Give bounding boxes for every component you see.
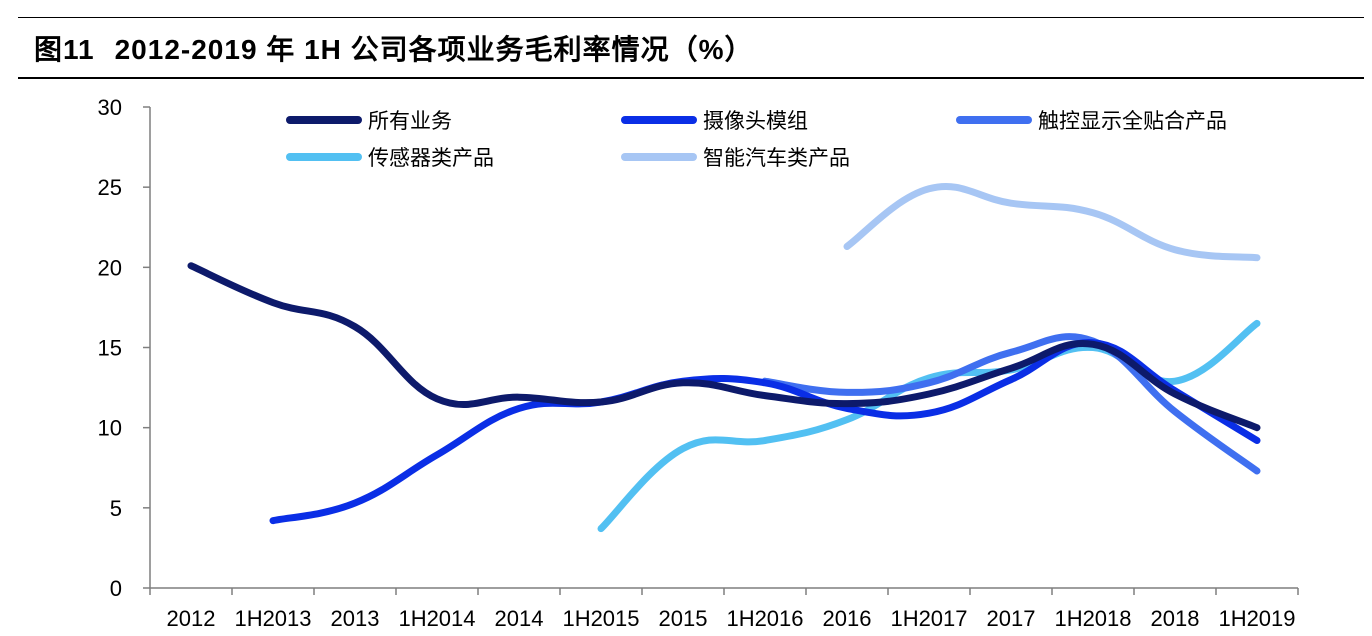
x-tick-label: 2012 — [167, 606, 216, 631]
legend-label: 智能汽车类产品 — [703, 146, 850, 170]
x-tick-label: 2016 — [823, 606, 872, 631]
x-tick-label: 1H2015 — [562, 606, 639, 631]
x-tick-label: 2018 — [1151, 606, 1200, 631]
legend-label: 摄像头模组 — [703, 109, 808, 133]
x-tick-label: 1H2017 — [890, 606, 967, 631]
series-line-3 — [597, 319, 1261, 533]
y-tick-label: 25 — [98, 175, 122, 200]
series-line-1 — [269, 339, 1261, 525]
x-tick-label: 2015 — [659, 606, 708, 631]
header-top-rule — [18, 17, 1364, 18]
x-tick-label: 1H2014 — [398, 606, 475, 631]
series-line-0 — [187, 262, 1261, 432]
y-tick-label: 30 — [98, 95, 122, 120]
header-bottom-rule — [18, 77, 1364, 79]
y-tick-label: 0 — [110, 576, 122, 601]
x-tick-label: 1H2016 — [726, 606, 803, 631]
x-tick-label: 2014 — [495, 606, 544, 631]
figure-title: 图11 2012-2019 年 1H 公司各项业务毛利率情况（%） — [34, 28, 754, 68]
x-tick-label: 2017 — [987, 606, 1036, 631]
x-tick-label: 1H2019 — [1218, 606, 1295, 631]
chart-axes: 0 5 10 15 20 25 30 2012 1H2013 2013 1H2014 2014 1H20… — [98, 95, 1299, 631]
x-tick-label: 2013 — [331, 606, 380, 631]
x-tick-label: 1H2018 — [1054, 606, 1131, 631]
y-tick-label: 10 — [98, 416, 122, 441]
series-layer — [187, 183, 1261, 533]
figure-header: 图11 2012-2019 年 1H 公司各项业务毛利率情况（%） — [0, 0, 1372, 80]
figure-title-text: 2012-2019 年 1H 公司各项业务毛利率情况（%） — [114, 34, 754, 65]
legend-label: 触控显示全贴合产品 — [1038, 109, 1227, 133]
series-line-2 — [761, 333, 1261, 475]
legend-label: 传感器类产品 — [368, 146, 494, 170]
x-tick-label: 1H2013 — [234, 606, 311, 631]
y-tick-label: 5 — [110, 496, 122, 521]
y-tick-label: 15 — [98, 336, 122, 361]
y-tick-label: 20 — [98, 255, 122, 280]
series-line-4 — [843, 183, 1261, 262]
figure-number: 图11 — [34, 34, 95, 65]
legend-label: 所有业务 — [368, 109, 452, 133]
